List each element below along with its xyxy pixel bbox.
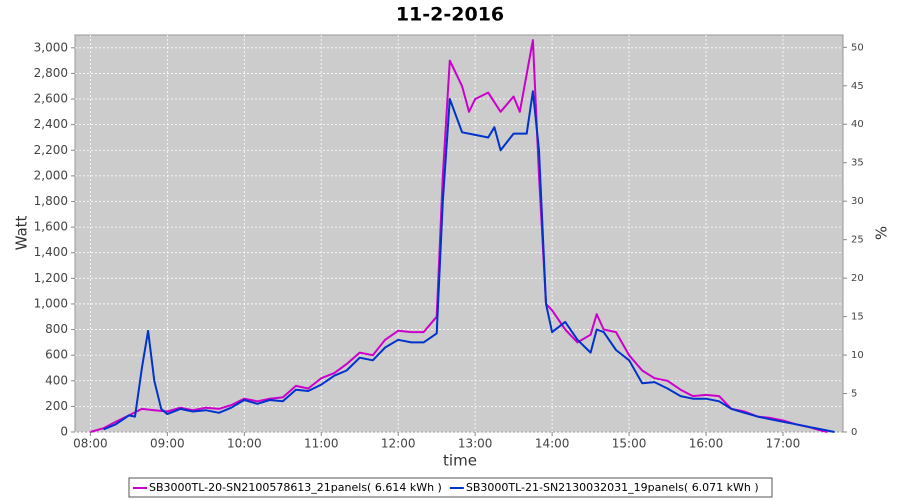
x-tick-label: 15:00 (612, 437, 647, 451)
y-tick-label: 2,200 (34, 143, 68, 157)
x-tick-label: 17:00 (766, 437, 801, 451)
x-tick-label: 16:00 (689, 437, 724, 451)
y2-tick-label: 50 (851, 42, 864, 53)
legend-label: SB3000TL-20-SN2100578613_21panels( 6.614… (149, 481, 442, 494)
plot-area (74, 34, 844, 433)
x-tick-label: 11:00 (304, 437, 339, 451)
y2-tick-label: 35 (851, 158, 864, 169)
y2-tick-label: 45 (851, 81, 864, 92)
y-tick-label: 600 (45, 348, 68, 362)
x-tick-label: 13:00 (458, 437, 493, 451)
y-tick-label: 2,800 (34, 66, 68, 80)
y2-tick-label: 15 (851, 312, 864, 323)
y-tick-label: 3,000 (34, 40, 68, 54)
y-tick-label: 1,200 (34, 271, 68, 285)
chart-title: 11-2-2016 (396, 4, 504, 26)
y2-tick-label: 25 (851, 235, 864, 246)
y-tick-label: 2,400 (34, 117, 68, 131)
x-tick-label: 10:00 (227, 437, 262, 451)
y-tick-label: 800 (45, 322, 68, 336)
y-tick-label: 2,000 (34, 168, 68, 182)
y-tick-label: 0 (60, 425, 68, 439)
x-tick-label: 08:00 (73, 437, 108, 451)
y2-tick-label: 0 (851, 427, 857, 438)
y-tick-label: 1,600 (34, 220, 68, 234)
y2-axis-label: % (873, 226, 891, 240)
y2-tick-label: 30 (851, 196, 864, 207)
y2-tick-label: 40 (851, 119, 864, 130)
y-tick-label: 400 (45, 373, 68, 387)
y2-tick-label: 20 (851, 273, 864, 284)
y-tick-label: 1,000 (34, 296, 68, 310)
y-tick-label: 1,800 (34, 194, 68, 208)
x-tick-label: 09:00 (150, 437, 185, 451)
series-line (90, 39, 828, 433)
x-tick-label: 12:00 (381, 437, 416, 451)
y-tick-label: 2,600 (34, 92, 68, 106)
x-axis-label: time (443, 452, 477, 470)
y2-tick-label: 5 (851, 389, 857, 400)
legend-label: SB3000TL-21-SN2130032031_19panels( 6.071… (466, 481, 759, 494)
y-tick-label: 200 (45, 399, 68, 413)
y-tick-label: 1,400 (34, 245, 68, 259)
series-line (103, 90, 835, 433)
x-tick-label: 14:00 (535, 437, 570, 451)
y2-tick-label: 10 (851, 350, 864, 361)
y-axis-label: Watt (13, 215, 31, 250)
